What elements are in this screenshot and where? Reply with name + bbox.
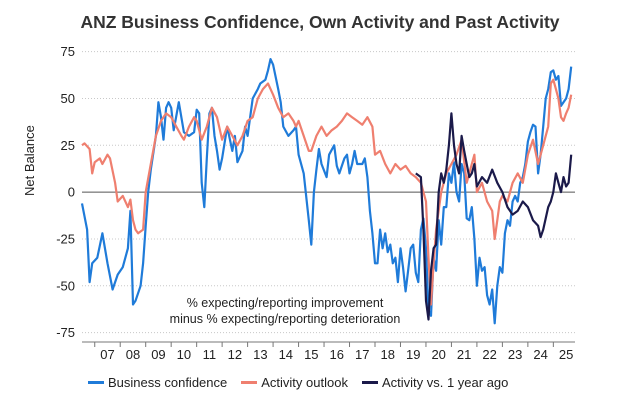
y-tick-label: -50 [56,278,75,293]
x-tick-label: 23 [508,347,522,362]
annotation-line-2: minus % expecting/reporting deterioratio… [169,312,401,326]
y-tick-label: 25 [61,138,75,153]
x-tick-label: 13 [253,347,267,362]
x-tick-label: 10 [177,347,191,362]
series-line-activity-outlook [81,78,573,306]
legend-swatch [88,381,104,384]
legend-swatch [241,381,258,384]
x-tick-label: 07 [100,347,114,362]
x-tick-label: 16 [330,347,344,362]
y-tick-label: -75 [56,325,75,340]
series-line-business-confidence [80,58,573,325]
x-tick-label: 24 [533,347,547,362]
x-tick-label: 08 [126,347,140,362]
legend-swatch [361,381,378,384]
x-tick-label: 12 [228,347,242,362]
y-tick-label: 0 [68,185,75,200]
x-tick-label: 25 [559,347,573,362]
legend-label: Activity vs. 1 year ago [381,375,509,390]
x-tick-label: 09 [151,347,165,362]
legend-label: Business confidence [108,375,228,390]
x-tick-label: 21 [457,347,471,362]
legend-item-activity-outlook: Activity outlook [241,375,348,390]
legend-item-activity-vs-year-ago: Activity vs. 1 year ago [361,375,509,390]
chart-title: ANZ Business Confidence, Own Activity an… [80,12,560,32]
x-tick-label: 15 [304,347,318,362]
x-tick-label: 17 [355,347,369,362]
x-tick-label: 18 [381,347,395,362]
y-tick-label: -25 [56,231,75,246]
series-line-activity-vs-1-year-ago [415,112,573,321]
legend: Business confidence Activity outlook Act… [88,375,508,390]
annotation-line-1: % expecting/reporting improvement [186,296,384,310]
legend-item-business-confidence: Business confidence [88,375,227,390]
y-tick-label: 50 [61,91,75,106]
x-tick-label: 22 [482,347,496,362]
y-tick-label: 75 [61,44,75,59]
x-tick-label: 14 [279,347,293,362]
legend-label: Activity outlook [261,375,348,390]
x-tick-label: 20 [431,347,445,362]
x-tick-label: 11 [203,347,217,362]
x-tick-label: 19 [406,347,420,362]
chart-annotation: % expecting/reporting improvement minus … [140,295,430,327]
